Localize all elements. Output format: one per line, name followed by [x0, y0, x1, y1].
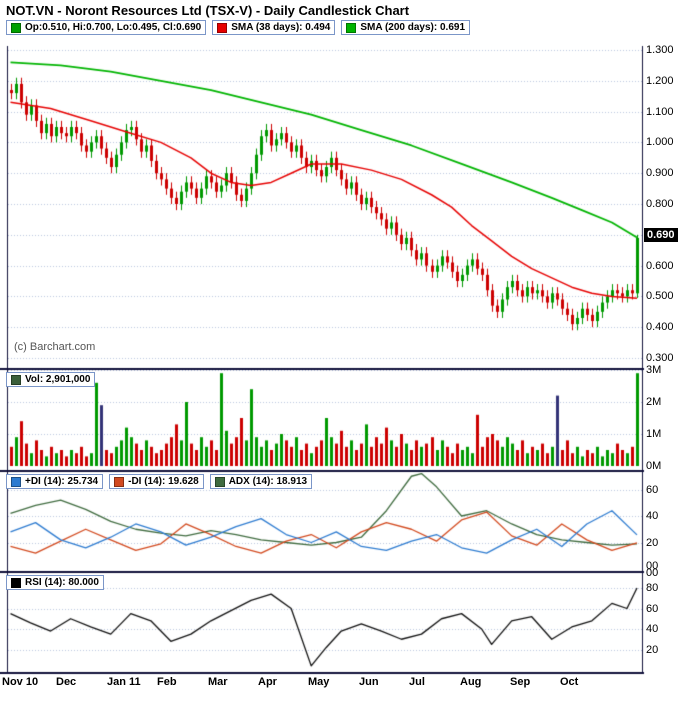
chart-title: NOT.VN - Noront Resources Ltd (TSX-V) - …: [6, 3, 410, 18]
price-axis-tick: 1.100: [646, 106, 674, 118]
sma200-legend-label: SMA (200 days): 0.691: [360, 22, 466, 33]
rsi-axis-tick: 60: [646, 603, 659, 615]
adx-swatch-icon: [214, 476, 225, 487]
last-price-tag: 0.690: [644, 228, 678, 242]
plus-di-legend-chip[interactable]: +DI (14): 25.734: [6, 474, 104, 489]
sma38-legend-chip[interactable]: SMA (38 days): 0.494: [212, 20, 336, 35]
month-label: Jun: [359, 676, 379, 688]
price-axis-tick: 1.200: [646, 75, 674, 87]
rsi-legend-label: RSI (14): 80.000: [25, 577, 99, 588]
month-label: Jul: [409, 676, 425, 688]
rsi-axis-tick: 80: [646, 582, 659, 594]
volume-axis-tick: 3M: [646, 364, 662, 376]
month-label: Feb: [157, 676, 177, 688]
sma38-legend-label: SMA (38 days): 0.494: [231, 22, 331, 33]
minus-di-legend-label: -DI (14): 19.628: [128, 476, 199, 487]
dmi-axis-tick: 40: [646, 510, 659, 522]
barchart-watermark: (c) Barchart.com: [14, 341, 96, 353]
price-axis-tick: 0.300: [646, 352, 674, 364]
ohlc-legend-label: Op:0.510, Hi:0.700, Lo:0.495, Cl:0.690: [25, 22, 202, 33]
price-axis-tick: 0.600: [646, 260, 674, 272]
sma38-swatch-icon: [217, 22, 228, 33]
minus-di-swatch-icon: [114, 476, 125, 487]
price-panel-legend: Op:0.510, Hi:0.700, Lo:0.495, Cl:0.690 S…: [6, 20, 471, 35]
month-label: Nov 10: [2, 676, 39, 688]
sma200-swatch-icon: [346, 22, 357, 33]
price-axis-tick: 0.500: [646, 290, 674, 302]
volume-swatch-icon: [11, 374, 21, 385]
sma200-legend-chip[interactable]: SMA (200 days): 0.691: [341, 20, 471, 35]
rsi-axis-tick: 40: [646, 623, 659, 635]
price-axis-tick: 1.300: [646, 44, 674, 56]
price-axis-tick: 0.800: [646, 198, 674, 210]
price-axis-tick: 0.900: [646, 167, 674, 179]
price-axis-tick: 1.000: [646, 136, 674, 148]
rsi-axis-tick: 20: [646, 644, 659, 656]
price-axis-tick: 0.400: [646, 321, 674, 333]
dmi-panel-legend: +DI (14): 25.734 -DI (14): 19.628 ADX (1…: [6, 474, 313, 489]
minus-di-legend-chip[interactable]: -DI (14): 19.628: [109, 474, 204, 489]
ohlc-legend-chip[interactable]: Op:0.510, Hi:0.700, Lo:0.495, Cl:0.690: [6, 20, 207, 35]
rsi-swatch-icon: [11, 577, 21, 588]
volume-axis-tick: 1M: [646, 428, 662, 440]
volume-axis-tick: 2M: [646, 396, 662, 408]
month-label: Mar: [208, 676, 228, 688]
month-label: Aug: [460, 676, 482, 688]
month-label: Sep: [510, 676, 531, 688]
rsi-panel-legend: RSI (14): 80.000: [6, 575, 104, 590]
dmi-axis-tick: 60: [646, 484, 659, 496]
volume-legend-chip[interactable]: Vol: 2,901,000: [6, 372, 96, 387]
ohlc-swatch-icon: [11, 22, 21, 33]
month-label: Jan 11: [107, 676, 141, 688]
rsi-axis-tick: 00: [646, 567, 659, 579]
adx-legend-label: ADX (14): 18.913: [228, 476, 308, 487]
dmi-axis-tick: 00: [646, 560, 659, 572]
volume-legend-label: Vol: 2,901,000: [25, 374, 91, 385]
month-label: Apr: [258, 676, 277, 688]
volume-axis-tick: 0M: [646, 460, 662, 472]
rsi-legend-chip[interactable]: RSI (14): 80.000: [6, 575, 104, 590]
month-label: May: [308, 676, 330, 688]
adx-legend-chip[interactable]: ADX (14): 18.913: [209, 474, 313, 489]
volume-panel-legend: Vol: 2,901,000: [6, 372, 96, 387]
month-label: Oct: [560, 676, 579, 688]
plus-di-legend-label: +DI (14): 25.734: [25, 476, 99, 487]
month-label: Dec: [56, 676, 77, 688]
dmi-axis-tick: 20: [646, 537, 659, 549]
plus-di-swatch-icon: [11, 476, 21, 487]
